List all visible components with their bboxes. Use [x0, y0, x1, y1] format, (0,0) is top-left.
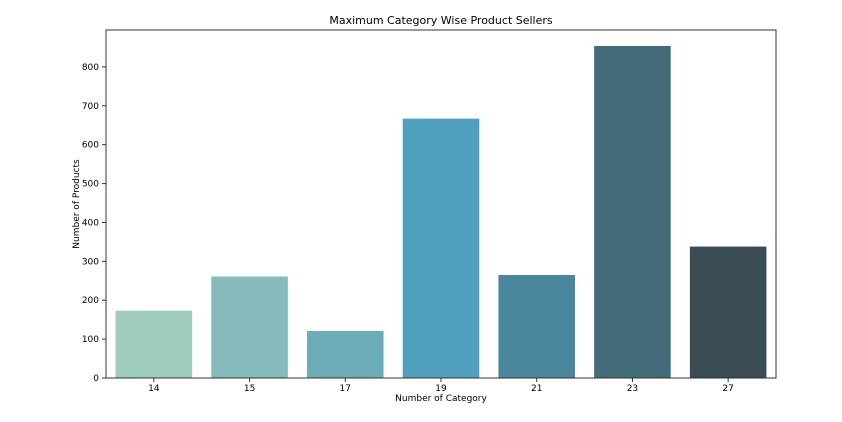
- bars-group: [115, 45, 767, 379]
- y-tick-label-100: 100: [82, 335, 99, 345]
- x-axis-ticks: 14 15 17 19 21 23 27: [148, 378, 734, 394]
- chart-title: Maximum Category Wise Product Sellers: [329, 14, 553, 27]
- x-tick-label-19: 19: [435, 384, 447, 394]
- x-tick-label-15: 15: [244, 384, 255, 394]
- y-tick-label-500: 500: [82, 180, 99, 190]
- y-tick-label-300: 300: [82, 257, 99, 267]
- y-axis-ticks: 0 100 200 300 400 500 600 700 800: [82, 63, 106, 384]
- y-axis-label: Number of Products: [72, 159, 82, 249]
- y-tick-label-400: 400: [82, 218, 99, 228]
- x-tick-label-21: 21: [531, 384, 542, 394]
- x-tick-label-14: 14: [148, 384, 160, 394]
- y-tick-label-600: 600: [82, 141, 99, 151]
- y-tick-label-700: 700: [82, 102, 99, 112]
- x-tick-label-27: 27: [722, 384, 733, 394]
- bar-21: [498, 274, 575, 378]
- bar-14: [115, 310, 193, 378]
- bar-23: [594, 45, 671, 378]
- plot-frame: [105, 29, 777, 379]
- bar-19: [402, 118, 480, 379]
- bar-17: [307, 330, 384, 378]
- y-tick-label-200: 200: [82, 296, 99, 306]
- y-tick-label-0: 0: [93, 374, 99, 384]
- bar-27: [689, 246, 767, 378]
- bar-15: [211, 276, 288, 378]
- x-tick-label-17: 17: [340, 384, 351, 394]
- x-tick-label-23: 23: [627, 384, 638, 394]
- y-tick-label-800: 800: [82, 63, 99, 73]
- x-axis-label: Number of Category: [395, 394, 487, 404]
